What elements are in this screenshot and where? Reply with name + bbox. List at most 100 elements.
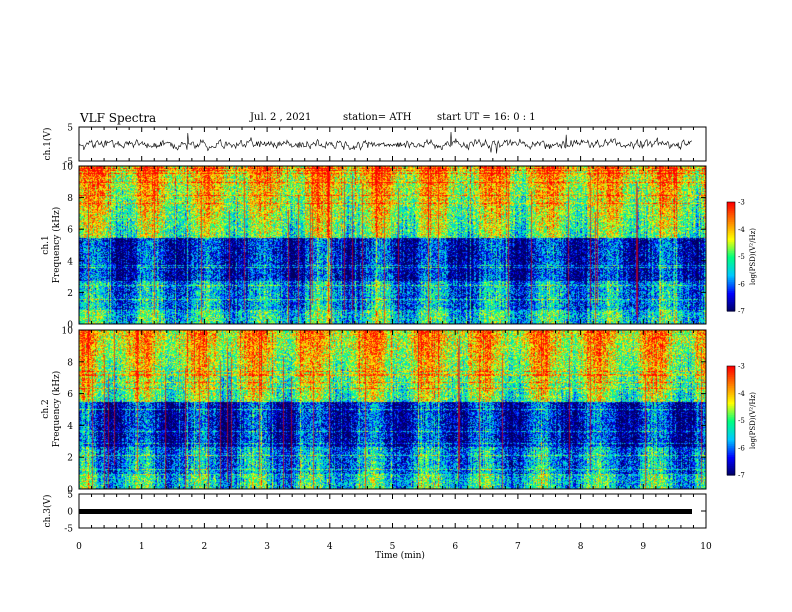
x-axis-label: Time (min) (375, 550, 425, 561)
colorbar-swatch (727, 438, 735, 442)
colorbar-swatch (727, 289, 735, 292)
colorbar-swatch (727, 436, 735, 440)
spec1-y-tick-label: 4 (67, 257, 73, 267)
colorbar-swatch (727, 301, 735, 305)
spec2-y-tick-label: 2 (67, 454, 73, 464)
colorbar-swatch (727, 258, 735, 261)
colorbar-swatch (727, 280, 735, 283)
colorbar-swatch (727, 269, 735, 272)
colorbar-swatch (727, 451, 735, 454)
colorbar-swatch (727, 209, 735, 212)
colorbar-swatch (727, 456, 735, 460)
colorbar-swatch (727, 207, 735, 210)
colorbar-swatch (727, 221, 735, 225)
colorbar-swatch (727, 471, 735, 474)
spec1-y-axis-label: Frequency (kHz) (51, 207, 62, 284)
colorbar-swatch (727, 404, 735, 407)
spec1-y-axis-label: ch.1 (41, 235, 51, 254)
colorbar-2-frame (726, 365, 736, 476)
spec2-y-tick-label: 4 (67, 422, 73, 432)
panel-frame-1 (78, 126, 707, 162)
spec1-y-tick-label: 0 (67, 321, 73, 331)
colorbar-swatch (727, 367, 735, 371)
station-label: station= ATH (343, 112, 412, 123)
colorbar-1-frame (726, 201, 736, 312)
colorbar-swatch (727, 469, 735, 472)
colorbar-tick-label: -5 (738, 253, 745, 261)
colorbar-swatch (727, 369, 735, 373)
colorbar-swatch (727, 405, 735, 409)
colorbar-swatch (727, 236, 735, 239)
colorbar-swatch (727, 427, 735, 431)
colorbar-swatch (727, 415, 735, 418)
colorbar-swatch (727, 249, 735, 252)
colorbar-swatch (727, 263, 735, 267)
colorbar-swatch (727, 291, 735, 294)
start-time-label: start UT = 16: 0 : 1 (437, 112, 536, 123)
colorbar-swatch (727, 252, 735, 256)
colorbar-swatch (727, 433, 735, 436)
colorbar-swatch (727, 214, 735, 218)
colorbar-swatch (727, 447, 735, 451)
ch1-y-tick-label: 5 (67, 124, 73, 134)
spec1-y-tick-label: 2 (67, 289, 73, 299)
x-tick-label: 5 (390, 542, 396, 552)
spec2-y-axis-label: ch.2 (41, 399, 51, 418)
x-tick-label: 4 (327, 542, 333, 552)
colorbar-swatch (727, 422, 735, 425)
colorbar-swatch (727, 462, 735, 465)
colorbar-swatch (727, 380, 735, 383)
colorbar-swatch (727, 272, 735, 276)
waveform-ch1-trace (78, 131, 692, 154)
colorbar-swatch (727, 309, 735, 312)
colorbar-swatch (727, 241, 735, 245)
x-tick-label: 9 (640, 542, 646, 552)
x-tick-label: 3 (264, 542, 270, 552)
ch3-y-axis-label: ch.3(V) (42, 495, 53, 528)
colorbar-swatch (727, 274, 735, 278)
colorbar-swatch (727, 418, 735, 422)
colorbar-swatch (727, 373, 735, 376)
colorbar-swatch (727, 385, 735, 389)
spectrogram-ch1-image (79, 166, 706, 324)
colorbar-swatch (727, 376, 735, 380)
colorbar-swatch (727, 375, 735, 378)
colorbar-swatch (727, 218, 735, 221)
x-tick-label: 10 (700, 542, 712, 552)
spec2-y-tick-label: 8 (67, 358, 73, 368)
spec2-y-tick-label: 6 (67, 390, 73, 400)
colorbar-swatch (727, 225, 735, 229)
spectrogram-ch2-image (79, 330, 706, 489)
colorbar-swatch (727, 420, 735, 423)
x-tick-label: 7 (515, 542, 521, 552)
spec2-y-axis-label: Frequency (kHz) (51, 371, 62, 448)
colorbar-label: log(PSD)(V²/Hz) (749, 392, 757, 449)
ch1-y-tick-label: -5 (64, 158, 73, 168)
colorbar-swatch (727, 212, 735, 216)
colorbar-swatch (727, 267, 735, 270)
waveform-ch3-trace (79, 509, 692, 514)
colorbar-tick-label: -3 (738, 199, 745, 207)
ch1-y-axis-label: ch.1(V) (42, 128, 53, 161)
colorbar-swatch (727, 396, 735, 400)
colorbar-swatch (727, 261, 735, 265)
colorbar-swatch (727, 251, 735, 254)
colorbar-swatch (727, 234, 735, 238)
colorbar-swatch (727, 465, 735, 469)
colorbar-swatch (727, 238, 735, 241)
colorbar-swatch (727, 473, 735, 476)
colorbar-swatch (727, 400, 735, 403)
colorbar-swatch (727, 398, 735, 402)
colorbar-swatch (727, 300, 735, 303)
spec2-y-tick-label: 0 (67, 486, 73, 496)
colorbar-swatch (727, 453, 735, 456)
colorbar-swatch (727, 223, 735, 227)
colorbar-swatch (727, 429, 735, 432)
colorbar-swatch (727, 202, 735, 205)
colorbar-swatch (727, 395, 735, 398)
colorbar-tick-label: -4 (738, 226, 745, 234)
recording-date: Jul. 2 , 2021 (250, 112, 312, 123)
colorbar-swatch (727, 416, 735, 420)
colorbar-swatch (727, 467, 735, 471)
